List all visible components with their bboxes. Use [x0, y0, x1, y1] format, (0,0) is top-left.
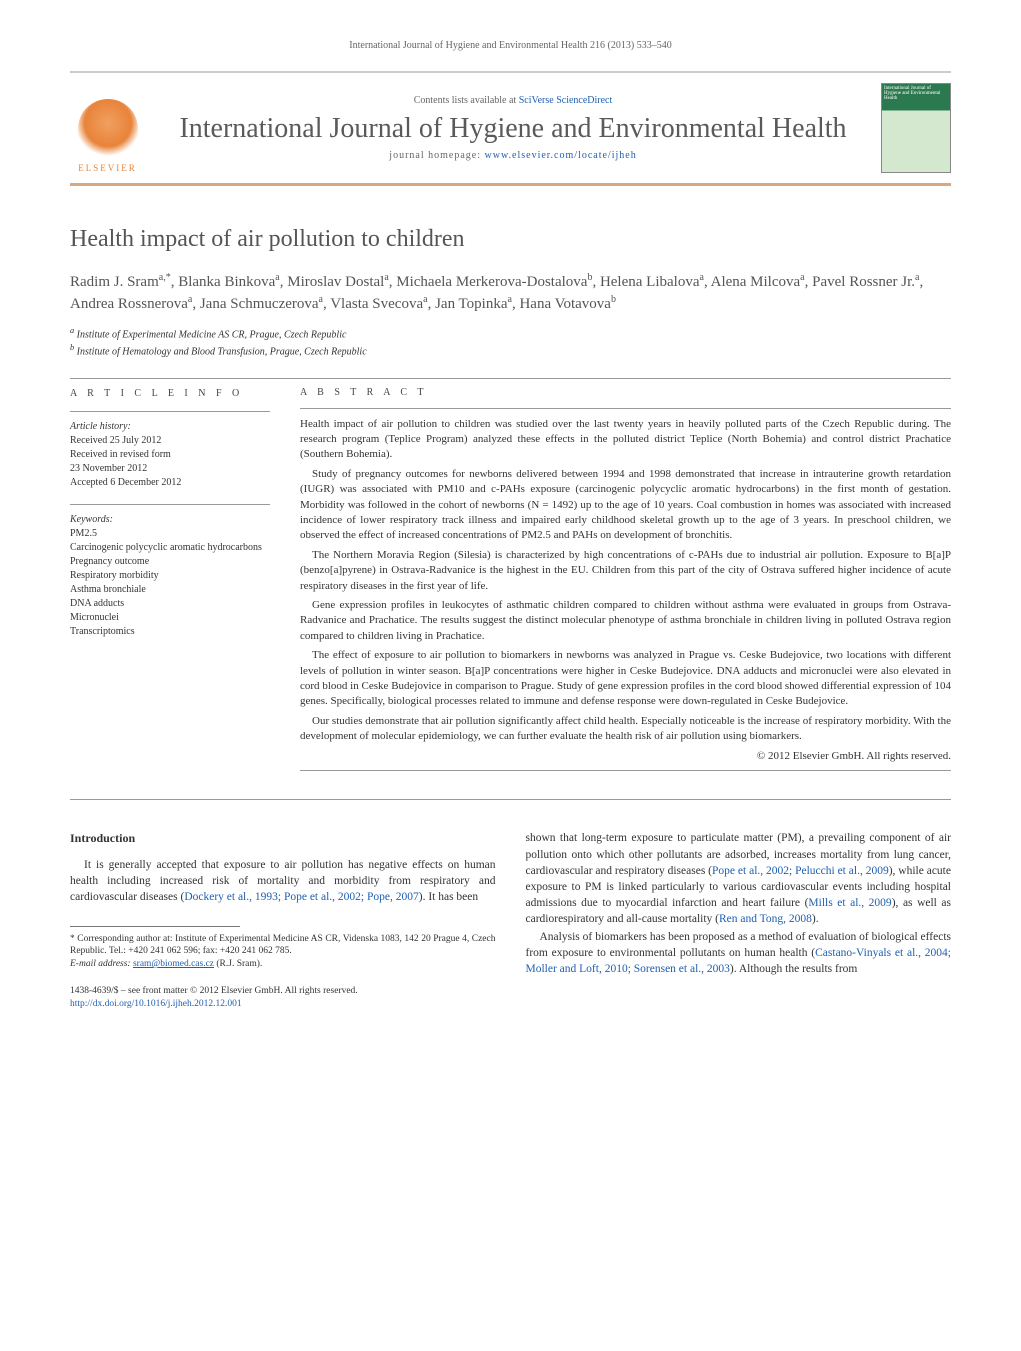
right-column: shown that long-term exposure to particu… — [526, 830, 952, 1010]
cover-text: International Journal of Hygiene and Env… — [884, 86, 940, 101]
history-label: Article history: — [70, 420, 270, 434]
elsevier-tree-icon — [78, 99, 138, 159]
email-label: E-mail address: — [70, 959, 131, 969]
abstract-para: The effect of exposure to air pollution … — [300, 648, 951, 710]
divider — [300, 408, 951, 409]
email-attribution: (R.J. Sram). — [216, 959, 262, 969]
abstract-para: Gene expression profiles in leukocytes o… — [300, 598, 951, 644]
elsevier-logo: ELSEVIER — [70, 83, 145, 173]
article-title: Health impact of air pollution to childr… — [70, 226, 951, 253]
info-abstract-row: A R T I C L E I N F O Article history: R… — [70, 387, 951, 780]
footnotes: * Corresponding author at: Institute of … — [70, 933, 496, 971]
keywords-block: Keywords: PM2.5 Carcinogenic polycyclic … — [70, 513, 270, 639]
article-info-heading: A R T I C L E I N F O — [70, 387, 270, 401]
email-link[interactable]: sram@biomed.cas.cz — [133, 959, 214, 969]
keyword: Asthma bronchiale — [70, 583, 270, 597]
keyword: Transcriptomics — [70, 625, 270, 639]
body-para: It is generally accepted that exposure t… — [70, 857, 496, 905]
divider — [300, 770, 951, 771]
journal-name: International Journal of Hygiene and Env… — [160, 114, 866, 145]
elsevier-label: ELSEVIER — [78, 163, 137, 173]
keyword: Micronuclei — [70, 611, 270, 625]
homepage-prefix: journal homepage: — [389, 150, 484, 161]
footnote-separator — [70, 926, 240, 927]
issn-line: 1438-4639/$ – see front matter © 2012 El… — [70, 985, 496, 998]
email-line: E-mail address: sram@biomed.cas.cz (R.J.… — [70, 958, 496, 971]
history-line: Accepted 6 December 2012 — [70, 476, 270, 490]
affiliations: a Institute of Experimental Medicine AS … — [70, 325, 951, 360]
authors-list: Radim J. Srama,*, Blanka Binkovaa, Miros… — [70, 271, 951, 315]
abstract-para: Health impact of air pollution to childr… — [300, 417, 951, 463]
abstract-para: Our studies demonstrate that air polluti… — [300, 714, 951, 745]
doi-link[interactable]: http://dx.doi.org/10.1016/j.ijheh.2012.1… — [70, 999, 242, 1009]
left-column: Introduction It is generally accepted th… — [70, 830, 496, 1010]
keyword: Carcinogenic polycyclic aromatic hydroca… — [70, 541, 270, 555]
affiliation-b: b Institute of Hematology and Blood Tran… — [70, 342, 951, 359]
affiliation-a: a Institute of Experimental Medicine AS … — [70, 325, 951, 342]
history-line: 23 November 2012 — [70, 462, 270, 476]
contents-line: Contents lists available at SciVerse Sci… — [160, 95, 866, 106]
footer-meta: 1438-4639/$ – see front matter © 2012 El… — [70, 985, 496, 1011]
sciencedirect-link[interactable]: SciVerse ScienceDirect — [519, 95, 613, 106]
abstract-column: A B S T R A C T Health impact of air pol… — [300, 387, 951, 780]
article-info-column: A R T I C L E I N F O Article history: R… — [70, 387, 270, 780]
contents-prefix: Contents lists available at — [414, 95, 519, 106]
history-line: Received in revised form — [70, 448, 270, 462]
homepage-link[interactable]: www.elsevier.com/locate/ijheh — [485, 150, 637, 161]
abstract-heading: A B S T R A C T — [300, 387, 951, 398]
keyword: PM2.5 — [70, 527, 270, 541]
body-para: Analysis of biomarkers has been proposed… — [526, 929, 952, 977]
running-header: International Journal of Hygiene and Env… — [70, 40, 951, 51]
keywords-label: Keywords: — [70, 513, 270, 527]
abstract-para: The Northern Moravia Region (Silesia) is… — [300, 548, 951, 594]
keyword: Pregnancy outcome — [70, 555, 270, 569]
masthead-center: Contents lists available at SciVerse Sci… — [160, 95, 866, 162]
article-history-block: Article history: Received 25 July 2012 R… — [70, 420, 270, 490]
corresponding-author-note: * Corresponding author at: Institute of … — [70, 933, 496, 959]
masthead: ELSEVIER Contents lists available at Sci… — [70, 71, 951, 186]
history-line: Received 25 July 2012 — [70, 434, 270, 448]
body-columns: Introduction It is generally accepted th… — [70, 830, 951, 1010]
abstract-para: Study of pregnancy outcomes for newborns… — [300, 467, 951, 544]
introduction-heading: Introduction — [70, 830, 496, 847]
keyword: DNA adducts — [70, 597, 270, 611]
divider — [70, 504, 270, 505]
abstract-copyright: © 2012 Elsevier GmbH. All rights reserve… — [300, 750, 951, 762]
divider — [70, 378, 951, 379]
body-para: shown that long-term exposure to particu… — [526, 830, 952, 927]
journal-homepage: journal homepage: www.elsevier.com/locat… — [160, 150, 866, 161]
divider — [70, 411, 270, 412]
journal-cover-thumbnail: International Journal of Hygiene and Env… — [881, 83, 951, 173]
divider — [70, 799, 951, 800]
keyword: Respiratory morbidity — [70, 569, 270, 583]
